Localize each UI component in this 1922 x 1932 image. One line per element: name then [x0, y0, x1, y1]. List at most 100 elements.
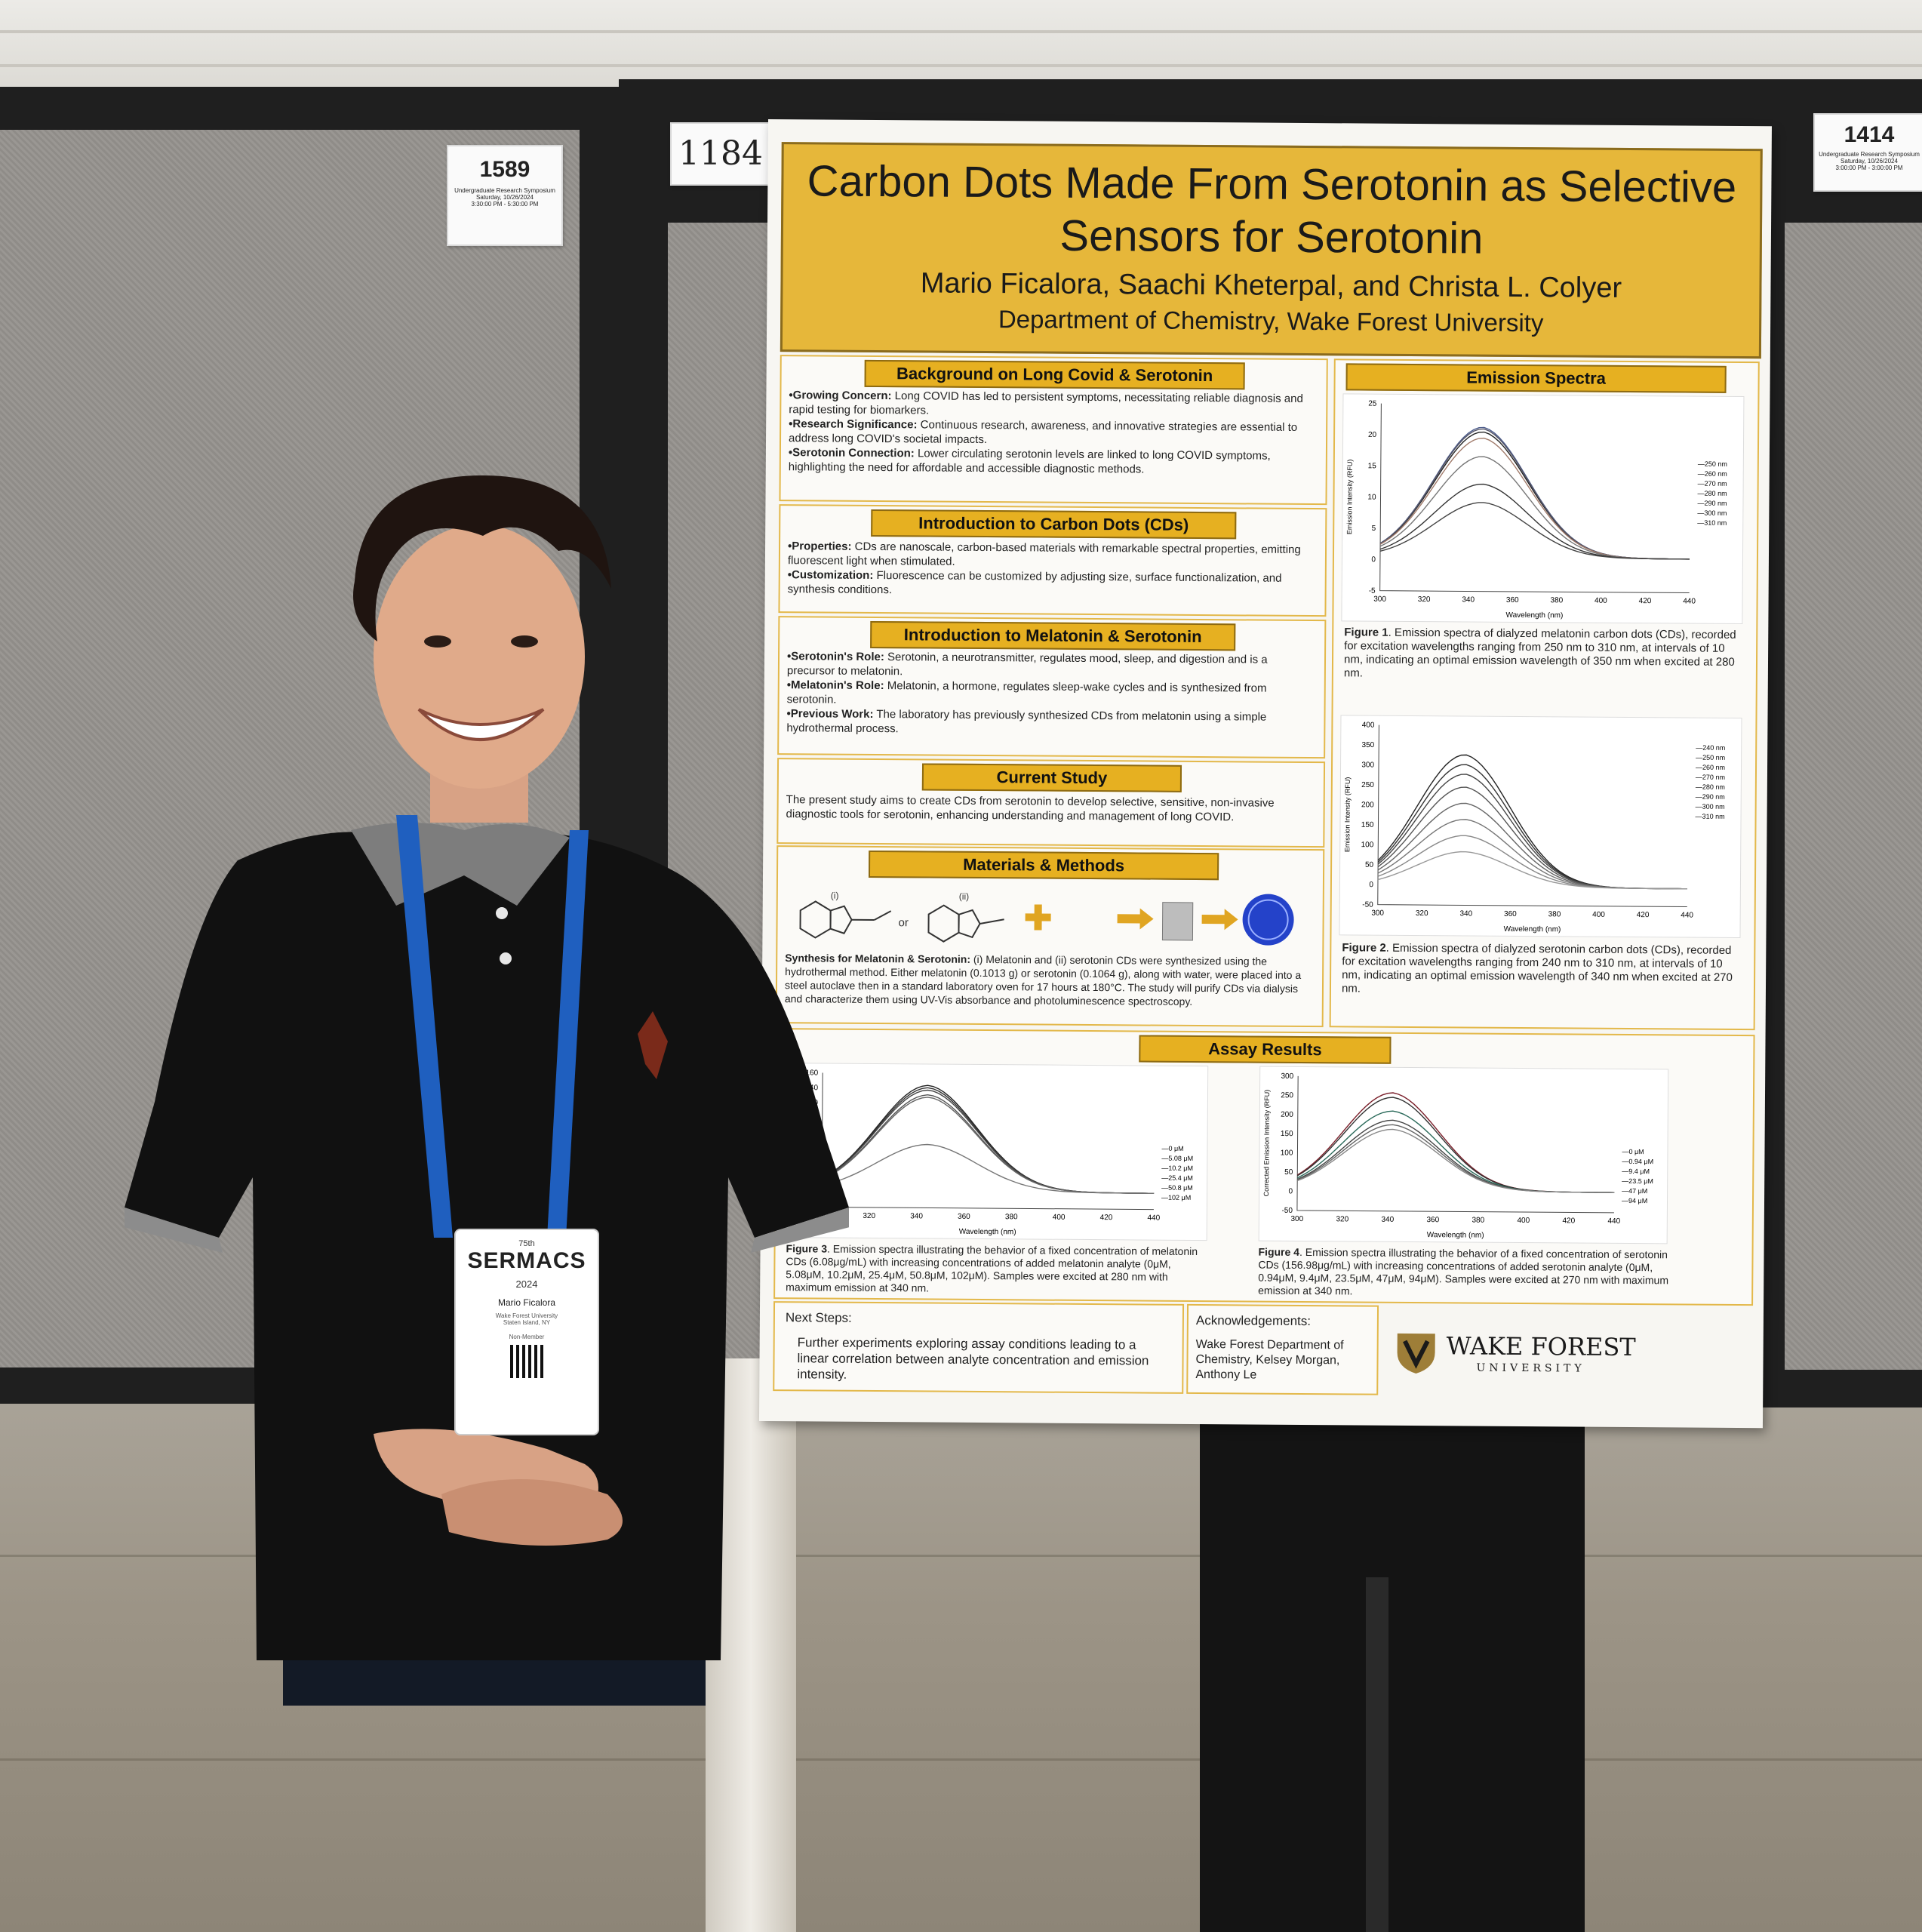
figure-4-caption: Figure 4. Emission spectra illustrating …	[1258, 1245, 1669, 1297]
x-tick-label: 360	[1504, 910, 1517, 918]
y-tick-label: 100	[1361, 841, 1374, 849]
legend-entry: —5.08 μM	[1161, 1155, 1193, 1162]
legend-entry: —310 nm	[1696, 813, 1725, 820]
y-tick-label: 350	[1362, 741, 1375, 749]
spectrum-line	[1296, 1119, 1615, 1193]
x-axis-label: Wavelength (nm)	[1427, 1231, 1484, 1240]
melatonin-serotonin-text: •Serotonin's Role: Serotonin, a neurotra…	[786, 650, 1268, 736]
poster-header: Carbon Dots Made From Serotonin as Selec…	[780, 142, 1763, 359]
y-tick-label: -50	[1362, 901, 1373, 909]
y-tick-label: 300	[1361, 761, 1374, 769]
research-poster: Carbon Dots Made From Serotonin as Selec…	[758, 119, 1772, 1429]
y-tick-label: 150	[1361, 821, 1374, 829]
y-tick-label: 25	[1368, 400, 1377, 408]
y-tick-label: 160	[805, 1069, 818, 1077]
carbon-dots-section: Introduction to Carbon Dots (CDs) •Prope…	[778, 504, 1327, 617]
x-tick-label: 340	[910, 1212, 923, 1220]
y-tick-label: -50	[1281, 1207, 1293, 1215]
figure-3-caption: Figure 3. Emission spectra illustrating …	[786, 1242, 1198, 1294]
legend-entry: —290 nm	[1697, 500, 1727, 507]
or-label: or	[899, 916, 909, 929]
poster-title: Carbon Dots Made From Serotonin as Selec…	[807, 156, 1737, 263]
x-tick-label: 300	[1290, 1215, 1303, 1223]
spectrum-line	[821, 1143, 1155, 1194]
ceiling-truss	[0, 64, 1922, 67]
badge-name: Mario Ficalora	[497, 1297, 556, 1308]
booth-time: 3:00:00 PM - 3:00:00 PM	[1835, 165, 1903, 171]
badge-location: Staten Island, NY	[503, 1319, 551, 1326]
plot-axes	[1296, 1075, 1614, 1214]
ack-heading: Acknowledgements:	[1195, 1312, 1312, 1329]
melatonin-serotonin-section: Introduction to Melatonin & Serotonin •S…	[777, 616, 1327, 759]
y-tick-label: 100	[1281, 1149, 1293, 1157]
x-tick-label: 380	[1471, 1217, 1484, 1225]
wake-forest-logo: WAKE FOREST UNIVERSITY	[1393, 1324, 1726, 1386]
face-figure	[353, 475, 611, 823]
x-tick-label: 360	[1426, 1216, 1439, 1224]
spectrum-line	[1296, 1092, 1615, 1193]
section-heading: Materials & Methods	[868, 850, 1219, 881]
booth-number: 1184	[678, 134, 763, 173]
y-tick-label: 200	[1361, 801, 1374, 809]
x-axis-label: Wavelength (nm)	[1506, 611, 1564, 620]
spectrum-line	[1377, 754, 1687, 890]
background-text: •Growing Concern: Long COVID has led to …	[788, 389, 1303, 476]
x-tick-label: 360	[958, 1213, 970, 1221]
section-heading: Assay Results	[1139, 1035, 1392, 1064]
x-tick-label: 320	[1336, 1215, 1348, 1223]
figure-2-caption: Figure 2. Emission spectra of dialyzed s…	[1341, 941, 1733, 995]
qr-code-icon	[510, 1345, 543, 1378]
current-study-text: The present study aims to create CDs fro…	[786, 793, 1275, 824]
booth-tag-center: 1184	[670, 122, 771, 186]
booth-tag-right: 1414 Undergraduate Research Symposium Sa…	[1813, 113, 1922, 192]
y-tick-label: 400	[1362, 721, 1375, 730]
x-tick-label: 420	[1100, 1214, 1113, 1222]
x-tick-label: 400	[1592, 911, 1605, 919]
next-steps-text: Further experiments exploring assay cond…	[797, 1335, 1149, 1382]
figure-4-plot: 300 320 340 360 380 400 420 440 300 250 200 150 100 5…	[1258, 1066, 1669, 1244]
y-tick-label: 150	[1281, 1130, 1293, 1138]
student-head	[332, 468, 619, 823]
y-tick-label: 0	[1369, 881, 1373, 889]
x-tick-label: 400	[1517, 1217, 1530, 1225]
legend-entry: —280 nm	[1696, 783, 1725, 791]
ceiling-truss	[0, 30, 1922, 33]
emission-spectra-section: Emission Spectra 300 320 340 360 380 400 420 44…	[1329, 358, 1760, 1031]
name-badge: 75th SERMACS 2024 Mario Ficalora Wake Fo…	[454, 1229, 599, 1435]
spectrum-line	[1379, 437, 1690, 560]
y-tick-label: 10	[1367, 494, 1376, 502]
y-axis-label: Emission Intensity (RFU)	[1343, 777, 1352, 853]
x-tick-label: 340	[1462, 595, 1475, 604]
background-section: Background on Long Covid & Serotonin •Gr…	[779, 355, 1328, 506]
legend-entry: —300 nm	[1696, 803, 1725, 811]
wake-forest-shield-icon	[1397, 1333, 1435, 1374]
booth-event: Undergraduate Research Symposium	[454, 187, 555, 194]
badge-affiliation: Wake Forest University	[495, 1312, 558, 1319]
floor-seam	[0, 1758, 1922, 1761]
legend-entry: —250 nm	[1698, 460, 1727, 468]
legend-entry: —50.8 μM	[1161, 1184, 1193, 1192]
logo-wordmark: WAKE FOREST	[1446, 1331, 1636, 1362]
legend-entry: —290 nm	[1696, 793, 1725, 801]
legend-entry: —260 nm	[1696, 764, 1725, 771]
x-tick-label: 400	[1594, 597, 1607, 605]
section-heading: Introduction to Carbon Dots (CDs)	[871, 509, 1237, 540]
x-tick-label: 320	[1416, 909, 1428, 918]
legend-entry: —0 μM	[1622, 1148, 1644, 1155]
x-tick-label: 340	[1381, 1216, 1394, 1224]
legend-entry: —94 μM	[1622, 1197, 1647, 1204]
section-heading: Emission Spectra	[1345, 363, 1727, 393]
x-tick-label: 380	[1550, 596, 1563, 605]
booth-tag-left: 1589 Undergraduate Research Symposium Sa…	[447, 145, 563, 246]
y-tick-label: 5	[1372, 525, 1376, 533]
plot-axes	[1379, 403, 1690, 594]
plot-axes	[1377, 724, 1687, 908]
poster-department: Department of Chemistry, Wake Forest Uni…	[998, 305, 1544, 337]
x-axis-label: Wavelength (nm)	[959, 1228, 1016, 1237]
x-tick-label: 300	[1373, 595, 1386, 604]
booth-date: Saturday, 10/26/2024	[476, 194, 534, 201]
y-tick-label: 250	[1281, 1091, 1293, 1100]
synthesis-diagram: (i) (ii) or	[785, 880, 1314, 953]
x-tick-label: 400	[1053, 1214, 1066, 1222]
x-tick-label: 420	[1639, 597, 1652, 605]
